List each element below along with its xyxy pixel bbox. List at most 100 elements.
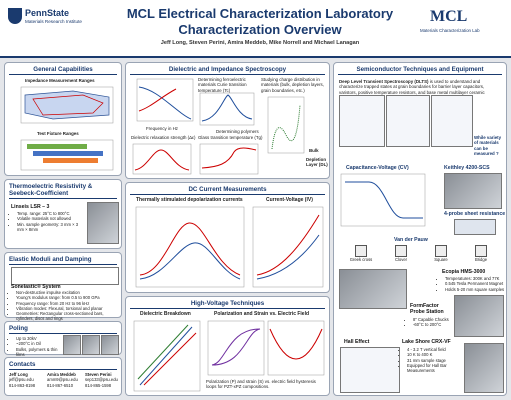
iv-plot bbox=[252, 206, 324, 288]
graphic bbox=[138, 86, 192, 120]
list: Non-destructive impulse excitation Young… bbox=[9, 290, 119, 322]
panel: High-Voltage Techniques Dielectric Break… bbox=[125, 296, 330, 396]
bullet: Non-destructive impulse excitation bbox=[16, 290, 119, 295]
graphic bbox=[143, 332, 197, 386]
graphic bbox=[43, 158, 98, 163]
graphic bbox=[33, 151, 103, 156]
bullet: Geometries: Rectangular cross-sectioned … bbox=[16, 311, 119, 322]
contact: Amira Meddeb amm9@psu.edu 814-867-6510 bbox=[47, 372, 84, 388]
pe-plot bbox=[207, 320, 325, 376]
photo bbox=[444, 173, 502, 209]
bullet: 31 mm sample stage bbox=[407, 358, 460, 363]
graphic bbox=[252, 206, 324, 288]
instrument: Linseis LSR – 3 bbox=[11, 204, 50, 210]
bullet: Temperatures: 300K and 77K bbox=[445, 276, 506, 281]
logo-sub: Materials Research Institute bbox=[25, 19, 82, 24]
bullets: Non-destructive impulse excitation Young… bbox=[9, 290, 119, 322]
graphic bbox=[24, 90, 110, 120]
logo-name: PennState bbox=[25, 8, 70, 18]
shape-label: Bridge bbox=[474, 257, 488, 262]
panel: Semiconductor Techniques and Equipment D… bbox=[333, 62, 507, 396]
graphic bbox=[211, 328, 261, 366]
section-title: Thermoelectric Resistivity & Seebeck-Coe… bbox=[9, 183, 117, 199]
cv-plot bbox=[340, 173, 426, 227]
question: While variety of materials can be measur… bbox=[474, 135, 502, 156]
list: Temperatures: 300K and 77K 0.545 Tesla P… bbox=[438, 276, 506, 292]
shape: Greek cross bbox=[342, 245, 380, 262]
graphic bbox=[137, 324, 189, 380]
contact-email: sep133@psu.edu bbox=[85, 377, 118, 383]
graphic bbox=[256, 214, 320, 276]
photo bbox=[101, 335, 119, 355]
photo bbox=[63, 335, 81, 355]
shape: Clover bbox=[382, 245, 420, 262]
shape: Bridge bbox=[462, 245, 500, 262]
list: 8" Capable Chucks -60°C to 200°C bbox=[406, 317, 450, 328]
caption: Determining ferroelectric materials Curi… bbox=[198, 77, 247, 93]
bullet: Temp. range: 25°C to 800°C bbox=[17, 211, 80, 216]
bullet: Equipped for Hall Bar Measurements bbox=[407, 363, 460, 374]
panel: Dielectric and Impedance Spectroscopy Fr… bbox=[125, 62, 330, 179]
bullets: Temperatures: 300K and 77K 0.545 Tesla P… bbox=[438, 276, 506, 292]
panel: Elastic Moduli and Damping Sonelastic® S… bbox=[4, 252, 122, 321]
graphic bbox=[267, 96, 305, 154]
panel: General Capabilities Impedance Measureme… bbox=[4, 62, 122, 176]
instrument: Sonelastic® System bbox=[11, 284, 61, 290]
subheading: Capacitance-Voltage (CV) bbox=[346, 165, 409, 171]
caption: Determining polymers bbox=[216, 129, 259, 134]
graphic bbox=[27, 144, 87, 149]
caption: Dielectric Breakdown bbox=[140, 311, 191, 317]
contact-name: Amira Meddeb bbox=[47, 372, 76, 377]
shape-icon bbox=[355, 245, 367, 257]
graphic bbox=[135, 206, 245, 288]
dlts-diagram bbox=[431, 95, 473, 147]
list: 4 - 3.2 T vertical field 10 K to 400 K 3… bbox=[400, 347, 460, 373]
shape-icon bbox=[475, 245, 487, 257]
header: PennState Materials Research Institute M… bbox=[0, 0, 511, 58]
shape: Square bbox=[422, 245, 460, 262]
instrument: Lake Shore CRX-VF bbox=[402, 339, 451, 345]
panel: Poling Up to 30kV ~200°C in Oil Bulks, p… bbox=[4, 321, 122, 357]
graphic bbox=[199, 92, 255, 126]
glass-plot bbox=[199, 143, 259, 175]
charge-plot bbox=[267, 96, 305, 154]
graphic bbox=[207, 320, 265, 376]
shape-label: Greek cross bbox=[349, 257, 373, 262]
mcl-sub: Materials Characterization Lab bbox=[420, 28, 480, 33]
caption: Dielectric relaxation strength (Δε) bbox=[131, 135, 196, 140]
bullet: -60°C to 200°C bbox=[413, 322, 450, 327]
contact-phone: 814-865-1598 bbox=[85, 382, 112, 388]
subheading: Keithley 4200-SCS bbox=[444, 165, 490, 171]
curie-plot bbox=[199, 92, 255, 126]
bullet: Up to 30kV bbox=[16, 336, 59, 341]
breakdown-plot bbox=[133, 320, 201, 392]
bullet: 4 - 3.2 T vertical field bbox=[407, 347, 460, 352]
contact-phone: 814-863-8198 bbox=[9, 382, 36, 388]
panel: Thermoelectric Resistivity & Seebeck-Coe… bbox=[4, 179, 122, 249]
section-title: DC Current Measurements bbox=[130, 186, 325, 195]
bullet: Vibration modes: Flexural, torsional and… bbox=[16, 306, 119, 311]
caption: Current-Voltage (IV) bbox=[266, 197, 313, 203]
chart-caption: Impedance Measurement Ranges bbox=[25, 78, 95, 83]
hall-diagram bbox=[340, 347, 400, 393]
bullet: Frequency range: from 20 Hz to 96 kHz bbox=[16, 301, 119, 306]
shape-icon bbox=[395, 245, 407, 257]
panel: DC Current Measurements Thermally stimul… bbox=[125, 182, 330, 293]
subheading: Hall Effect bbox=[344, 339, 370, 345]
section-title: Semiconductor Techniques and Equipment bbox=[338, 66, 502, 75]
section-title: Elastic Moduli and Damping bbox=[9, 256, 117, 265]
label: Depletion Layer (DL) bbox=[306, 157, 328, 168]
contact-name: Steven Perini bbox=[85, 372, 112, 377]
impedance-plot bbox=[136, 78, 194, 122]
graphic bbox=[269, 328, 323, 360]
bullet: Min. sample geometry: 3 mm × 3 mm × 8mm bbox=[17, 222, 80, 233]
bullet: Holds 5-20 mm square samples bbox=[445, 287, 506, 292]
contact-phone: 814-867-6510 bbox=[47, 382, 74, 388]
photo bbox=[339, 269, 407, 309]
dlts-diagram bbox=[339, 95, 385, 147]
graphic bbox=[201, 147, 257, 169]
section-title: General Capabilities bbox=[9, 66, 117, 75]
graphic bbox=[201, 94, 253, 122]
graphic bbox=[32, 94, 104, 116]
graphic bbox=[134, 149, 190, 171]
